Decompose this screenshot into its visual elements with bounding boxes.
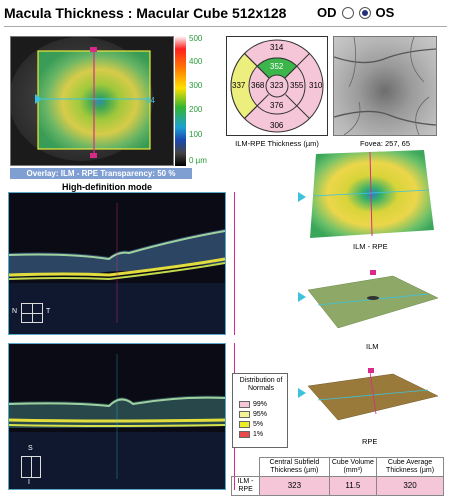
surface-marker-2 (298, 292, 306, 302)
etdrs-grid: 314 310 306 337 352 355 376 368 323 (226, 36, 328, 136)
etdrs-outer-inferior: 306 (270, 121, 284, 130)
orientation-box-h (21, 303, 43, 323)
legend-label: 99% (253, 401, 268, 408)
normals-legend: Distribution of Normals 99% 95% 5% 1% (232, 373, 288, 448)
legend-title: Distribution of Normals (239, 377, 283, 392)
table-corner (231, 457, 261, 477)
etdrs-outer-nasal: 310 (309, 81, 323, 90)
scan-index-label: 64 (146, 96, 155, 105)
fovea-caption: Fovea: 257, 65 (359, 139, 411, 148)
table-cell: 11.5 (328, 476, 378, 496)
orientation-box-v (21, 456, 41, 478)
surface-caption-ilm-rpe: ILM - RPE (353, 242, 388, 251)
etdrs-outer-temporal: 337 (232, 81, 246, 90)
table-cell: 320 (376, 476, 444, 496)
scale-label-500: 500 (189, 34, 203, 43)
eye-od-radio[interactable] (341, 6, 354, 19)
eye-os-radio[interactable] (358, 6, 371, 19)
horizontal-bscan-graphic (9, 193, 225, 334)
scale-label-100: 100 (189, 130, 203, 139)
legend-item: 95% (239, 411, 267, 418)
scan-position-line-top (234, 192, 235, 335)
legend-label: 5% (253, 421, 264, 428)
table-header: Central Subfield Thickness (µm) (259, 457, 330, 477)
page-title: Macula Thickness : Macular Cube 512x128 (4, 5, 287, 21)
thickness-map-graphic (9, 37, 173, 165)
surface-rpe-graphic (307, 368, 439, 421)
legend-label: 1% (253, 431, 264, 438)
thickness-color-scale (175, 36, 186, 166)
legend-swatch (239, 411, 250, 418)
header-divider (4, 26, 447, 27)
etdrs-graphic (230, 39, 324, 133)
table-row-label: ILM - RPE (230, 476, 261, 496)
scale-label-400: 400 (189, 57, 203, 66)
horizontal-bscan[interactable]: N T (8, 192, 226, 335)
legend-label: 95% (253, 411, 268, 418)
surface-ilm-graphic (307, 270, 439, 329)
summary-table: Central Subfield Thickness (µm) Cube Vol… (230, 457, 444, 496)
scale-label-0: 0 µm (189, 156, 207, 165)
vertical-bscan[interactable]: S I (8, 343, 226, 490)
etdrs-inner-superior: 352 (270, 62, 284, 71)
table-header-row: Central Subfield Thickness (µm) Cube Vol… (231, 457, 444, 477)
fundus-vessels (333, 36, 437, 136)
etdrs-inner-nasal: 355 (290, 81, 304, 90)
legend-swatch (239, 401, 250, 408)
surface-caption-rpe: RPE (362, 437, 378, 446)
table-header: Cube Average Thickness (µm) (376, 457, 444, 477)
overlay-setting-bar[interactable]: Overlay: ILM - RPE Transparency: 50 % (10, 168, 192, 179)
scale-label-300: 300 (189, 81, 203, 90)
surface-marker-3 (298, 388, 306, 398)
surface-rpe[interactable] (298, 368, 443, 423)
orientation-label-n: N (12, 308, 18, 315)
surface-marker-1 (298, 192, 306, 202)
vertical-bscan-graphic (9, 344, 225, 489)
fundus-image[interactable] (333, 36, 437, 136)
etdrs-inner-temporal: 368 (251, 81, 265, 90)
legend-swatch (239, 421, 250, 428)
orientation-label-s: S (28, 445, 33, 452)
etdrs-inner-inferior: 376 (270, 101, 284, 110)
surface-ilm-rpe[interactable] (298, 150, 438, 240)
etdrs-center: 323 (270, 81, 284, 90)
surface-ilm[interactable] (298, 270, 443, 332)
legend-item: 5% (239, 421, 263, 428)
table-row: ILM - RPE 323 11.5 320 (230, 476, 444, 496)
thickness-map[interactable]: 64 (9, 36, 174, 166)
etdrs-caption: ILM-RPE Thickness (µm) (235, 139, 319, 148)
surface-caption-ilm: ILM (366, 342, 379, 351)
scale-label-200: 200 (189, 105, 203, 114)
legend-item: 1% (239, 431, 263, 438)
orientation-label-i: I (28, 479, 30, 486)
legend-swatch (239, 431, 250, 438)
eye-selector: OD OS (317, 5, 394, 20)
surface-ilm-rpe-graphic (310, 150, 434, 238)
etdrs-outer-superior: 314 (270, 43, 284, 52)
legend-item: 99% (239, 401, 267, 408)
mode-label: High-definition mode (62, 182, 152, 192)
orientation-label-t: T (46, 308, 51, 315)
eye-od-label: OD (317, 5, 337, 20)
table-header: Cube Volume (mm³) (328, 457, 378, 477)
table-cell: 323 (259, 476, 330, 496)
eye-os-label: OS (375, 5, 395, 20)
